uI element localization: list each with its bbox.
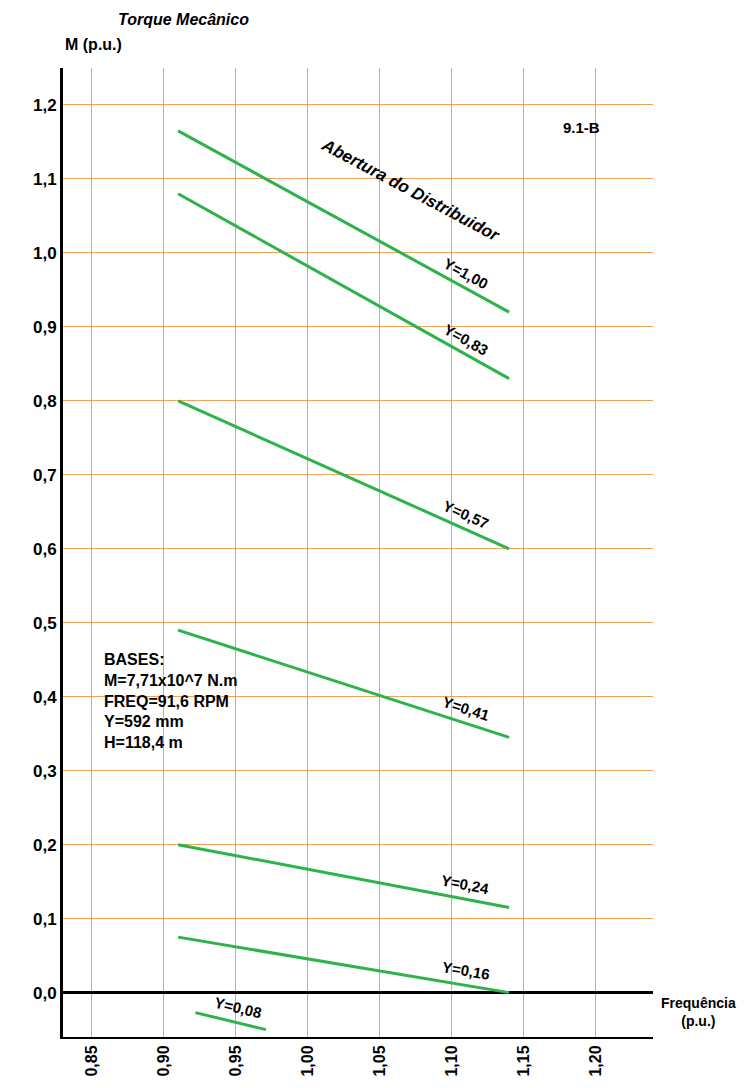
- svg-text:1,05: 1,05: [371, 1045, 388, 1076]
- svg-text:9.1-B: 9.1-B: [563, 119, 600, 136]
- svg-text:0,90: 0,90: [155, 1045, 172, 1076]
- svg-text:1,0: 1,0: [33, 244, 57, 263]
- svg-text:0,4: 0,4: [33, 688, 57, 707]
- svg-text:1,00: 1,00: [299, 1045, 316, 1076]
- svg-text:0,7: 0,7: [33, 466, 57, 485]
- svg-text:0,3: 0,3: [33, 762, 57, 781]
- svg-text:Y=0,16: Y=0,16: [441, 958, 491, 983]
- svg-text:1,15: 1,15: [515, 1045, 532, 1076]
- svg-text:0,95: 0,95: [227, 1045, 244, 1076]
- svg-text:Y=1,00: Y=1,00: [441, 255, 491, 293]
- svg-text:M (p.u.): M (p.u.): [65, 36, 122, 53]
- svg-text:Frequência(p.u.): Frequência(p.u.): [661, 995, 736, 1029]
- svg-text:Y=0,57: Y=0,57: [441, 497, 492, 532]
- svg-text:0,9: 0,9: [33, 318, 57, 337]
- svg-text:Y=0,41: Y=0,41: [441, 693, 492, 724]
- svg-text:0,0: 0,0: [33, 984, 57, 1003]
- svg-text:Y=0,08: Y=0,08: [213, 994, 264, 1022]
- svg-text:0,8: 0,8: [33, 392, 57, 411]
- svg-text:Y=0,24: Y=0,24: [440, 871, 491, 897]
- svg-text:BASES:M=7,71x10^7 N.mFREQ=91,6: BASES:M=7,71x10^7 N.mFREQ=91,6 RPMY=592 …: [104, 651, 237, 751]
- svg-text:0,1: 0,1: [33, 910, 57, 929]
- svg-text:0,6: 0,6: [33, 540, 57, 559]
- svg-text:0,2: 0,2: [33, 836, 57, 855]
- svg-text:0,5: 0,5: [33, 614, 57, 633]
- svg-text:Abertura do Distribuidor: Abertura do Distribuidor: [318, 135, 503, 246]
- svg-text:1,20: 1,20: [587, 1045, 604, 1076]
- svg-text:1,2: 1,2: [33, 96, 57, 115]
- svg-text:1,1: 1,1: [33, 170, 57, 189]
- svg-text:Torque Mecânico: Torque Mecânico: [118, 11, 249, 28]
- svg-text:0,85: 0,85: [83, 1045, 100, 1076]
- svg-text:1,10: 1,10: [443, 1045, 460, 1076]
- svg-text:Y=0,83: Y=0,83: [441, 320, 491, 358]
